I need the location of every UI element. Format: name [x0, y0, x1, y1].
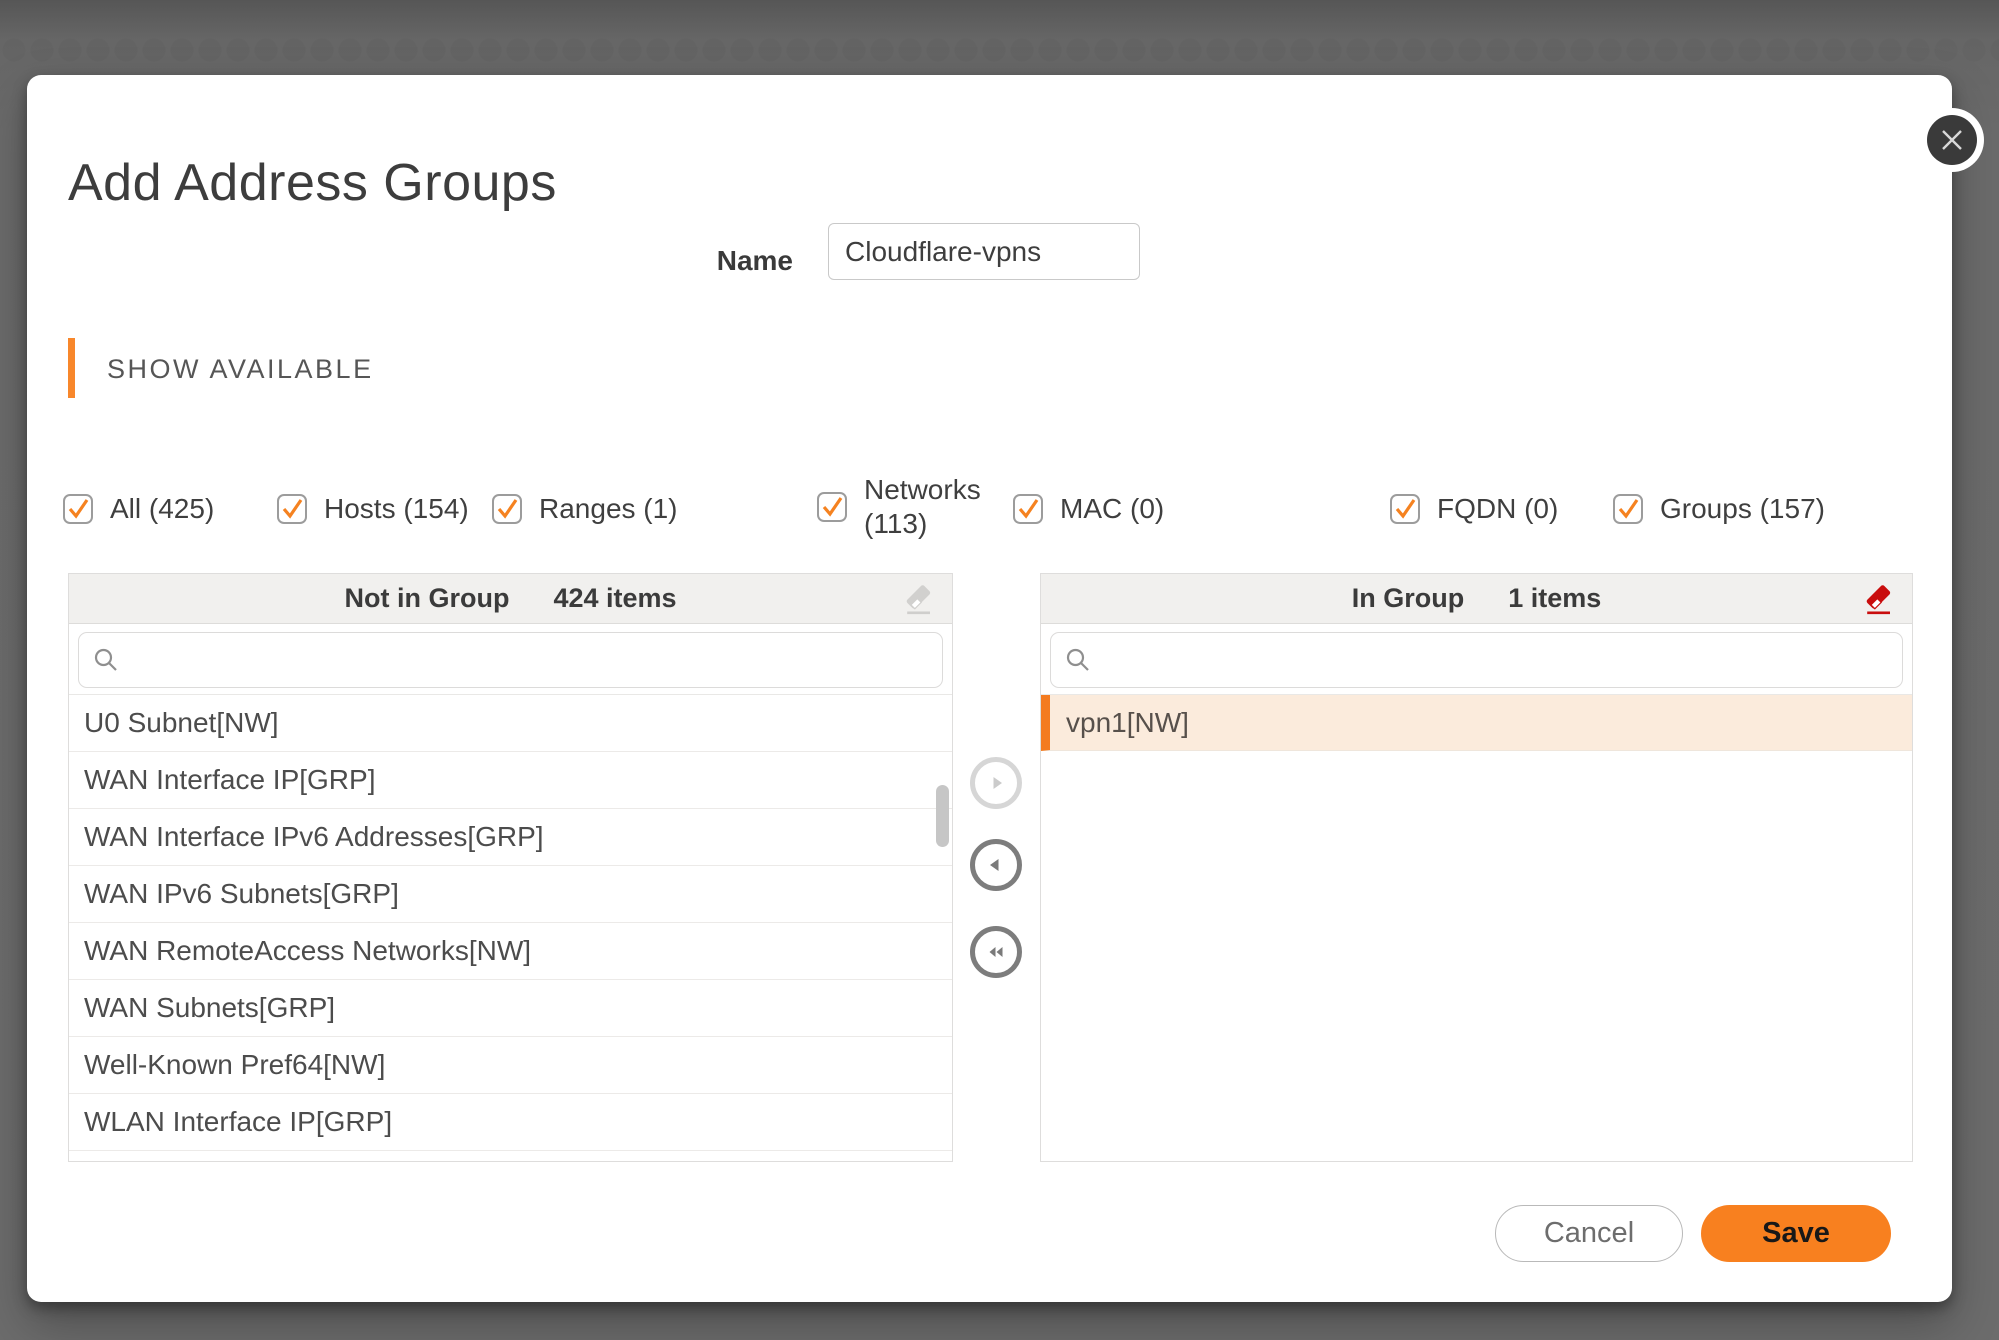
- section-accent-bar: [68, 338, 75, 398]
- panel-item-count: 424 items: [553, 583, 677, 613]
- filter-checkbox-networks[interactable]: Networks (113): [817, 473, 984, 541]
- list-item[interactable]: WLAN Interface IP[GRP]: [69, 1094, 952, 1151]
- section-heading: SHOW AVAILABLE: [107, 354, 374, 384]
- checkbox-checked-icon: [1013, 494, 1043, 524]
- not-in-group-search-input[interactable]: [78, 632, 943, 688]
- filter-label: Networks (113): [864, 474, 981, 539]
- checkbox-checked-icon: [492, 494, 522, 524]
- name-label: Name: [716, 245, 793, 276]
- not-in-group-panel: Not in Group 424 items U0 Subnet[NW] WAN: [68, 573, 953, 1162]
- filter-label: Groups (157): [1660, 493, 1825, 524]
- list-item[interactable]: WAN Subnets[GRP]: [69, 980, 952, 1037]
- filter-label: All (425): [110, 493, 215, 524]
- in-group-search-wrap: [1041, 624, 1912, 694]
- eraser-icon: [1866, 585, 1891, 615]
- list-item[interactable]: WAN IPv6 Subnets[GRP]: [69, 866, 952, 923]
- move-all-left-button[interactable]: [970, 926, 1022, 978]
- move-right-button[interactable]: [970, 757, 1022, 809]
- not-in-group-header: Not in Group 424 items: [69, 574, 952, 624]
- clear-selection-button[interactable]: [898, 579, 938, 619]
- filter-label: FQDN (0): [1437, 493, 1559, 524]
- panel-item-count: 1 items: [1508, 583, 1602, 613]
- in-group-list: vpn1[NW]: [1041, 694, 1912, 1160]
- filter-label: MAC (0): [1060, 493, 1165, 524]
- in-group-search-input[interactable]: [1050, 632, 1903, 688]
- close-icon: [1939, 127, 1965, 153]
- dimmed-background: [0, 30, 1999, 64]
- not-in-group-list: U0 Subnet[NW] WAN Interface IP[GRP] WAN …: [69, 694, 952, 1160]
- cancel-button[interactable]: Cancel: [1495, 1205, 1683, 1262]
- list-item[interactable]: Well-Known Pref64[NW]: [69, 1037, 952, 1094]
- move-all-left-icon: [989, 947, 1003, 957]
- list-item[interactable]: U0 Subnet[NW]: [69, 695, 952, 752]
- move-left-button[interactable]: [970, 839, 1022, 891]
- checkbox-checked-icon: [817, 492, 847, 522]
- add-address-groups-dialog: Add Address Groups Name SHOW AVAILABLE A…: [27, 75, 1977, 1302]
- save-button[interactable]: Save: [1701, 1205, 1891, 1262]
- move-right-icon: [993, 777, 1002, 789]
- scrollbar-thumb[interactable]: [936, 785, 949, 847]
- checkbox-checked-icon: [277, 494, 307, 524]
- clear-group-button[interactable]: [1858, 579, 1898, 619]
- list-item[interactable]: WAN Interface IP[GRP]: [69, 752, 952, 809]
- eraser-icon: [906, 585, 931, 615]
- close-button[interactable]: [1927, 115, 1977, 165]
- filter-checkbox-all[interactable]: All (425): [63, 492, 214, 526]
- filter-checkbox-hosts[interactable]: Hosts (154): [277, 492, 469, 526]
- list-item[interactable]: WAN RemoteAccess Networks[NW]: [69, 923, 952, 980]
- panel-title: Not in Group: [344, 583, 510, 613]
- in-group-header: In Group 1 items: [1041, 574, 1912, 624]
- filter-label: Ranges (1): [539, 493, 678, 524]
- filter-checkbox-fqdn[interactable]: FQDN (0): [1390, 492, 1558, 526]
- checkbox-checked-icon: [1613, 494, 1643, 524]
- list-item[interactable]: WAN Interface IPv6 Addresses[GRP]: [69, 809, 952, 866]
- move-left-icon: [990, 859, 999, 871]
- checkbox-checked-icon: [63, 494, 93, 524]
- name-input[interactable]: [828, 223, 1140, 280]
- filter-label: Hosts (154): [324, 493, 469, 524]
- dialog-title: Add Address Groups: [68, 154, 557, 212]
- filter-checkbox-ranges[interactable]: Ranges (1): [492, 492, 678, 526]
- filter-checkbox-groups[interactable]: Groups (157): [1613, 492, 1825, 526]
- panel-title: In Group: [1351, 583, 1465, 613]
- not-in-group-search-wrap: [69, 624, 952, 694]
- filter-checkbox-mac[interactable]: MAC (0): [1013, 492, 1164, 526]
- in-group-panel: In Group 1 items vpn1[NW]: [1040, 573, 1913, 1162]
- checkbox-checked-icon: [1390, 494, 1420, 524]
- selected-group-member[interactable]: vpn1[NW]: [1041, 695, 1912, 751]
